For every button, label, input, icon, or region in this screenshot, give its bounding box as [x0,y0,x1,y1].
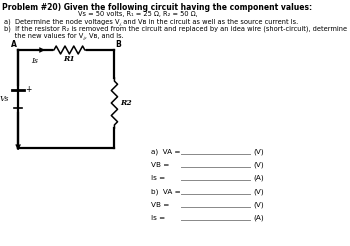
Text: VB =: VB = [151,162,170,168]
Text: (A): (A) [253,215,264,221]
Text: +: + [25,86,32,94]
Text: the new values for V⁁, Vʙ, and Is.: the new values for V⁁, Vʙ, and Is. [4,33,124,40]
Text: Is: Is [30,57,37,65]
Text: b)  VA =: b) VA = [151,189,181,195]
Text: Problem #20) Given the following circuit having the component values:: Problem #20) Given the following circuit… [2,3,313,12]
Text: a)  Determine the node voltages V⁁ and Vʙ in the circuit as well as the source c: a) Determine the node voltages V⁁ and Vʙ… [4,19,298,26]
Text: b)  If the resistor R₂ is removed from the circuit and replaced by an idea wire : b) If the resistor R₂ is removed from th… [4,26,347,32]
Text: (V): (V) [253,189,264,195]
Text: A: A [12,40,17,49]
Text: (V): (V) [253,149,264,155]
Text: (A): (A) [253,175,264,181]
Text: R2: R2 [120,99,132,107]
Text: Vs: Vs [0,95,9,103]
Text: R1: R1 [64,55,75,63]
Text: Is =: Is = [151,215,166,221]
Text: VB =: VB = [151,202,170,208]
Text: a)  VA =: a) VA = [151,149,181,155]
Text: (V): (V) [253,162,264,168]
Text: (V): (V) [253,202,264,208]
Text: B: B [115,40,121,49]
Text: Is =: Is = [151,175,166,181]
Text: Vs = 50 volts, R₁ = 25 Ω, R₂ = 50 Ω,: Vs = 50 volts, R₁ = 25 Ω, R₂ = 50 Ω, [78,11,198,17]
